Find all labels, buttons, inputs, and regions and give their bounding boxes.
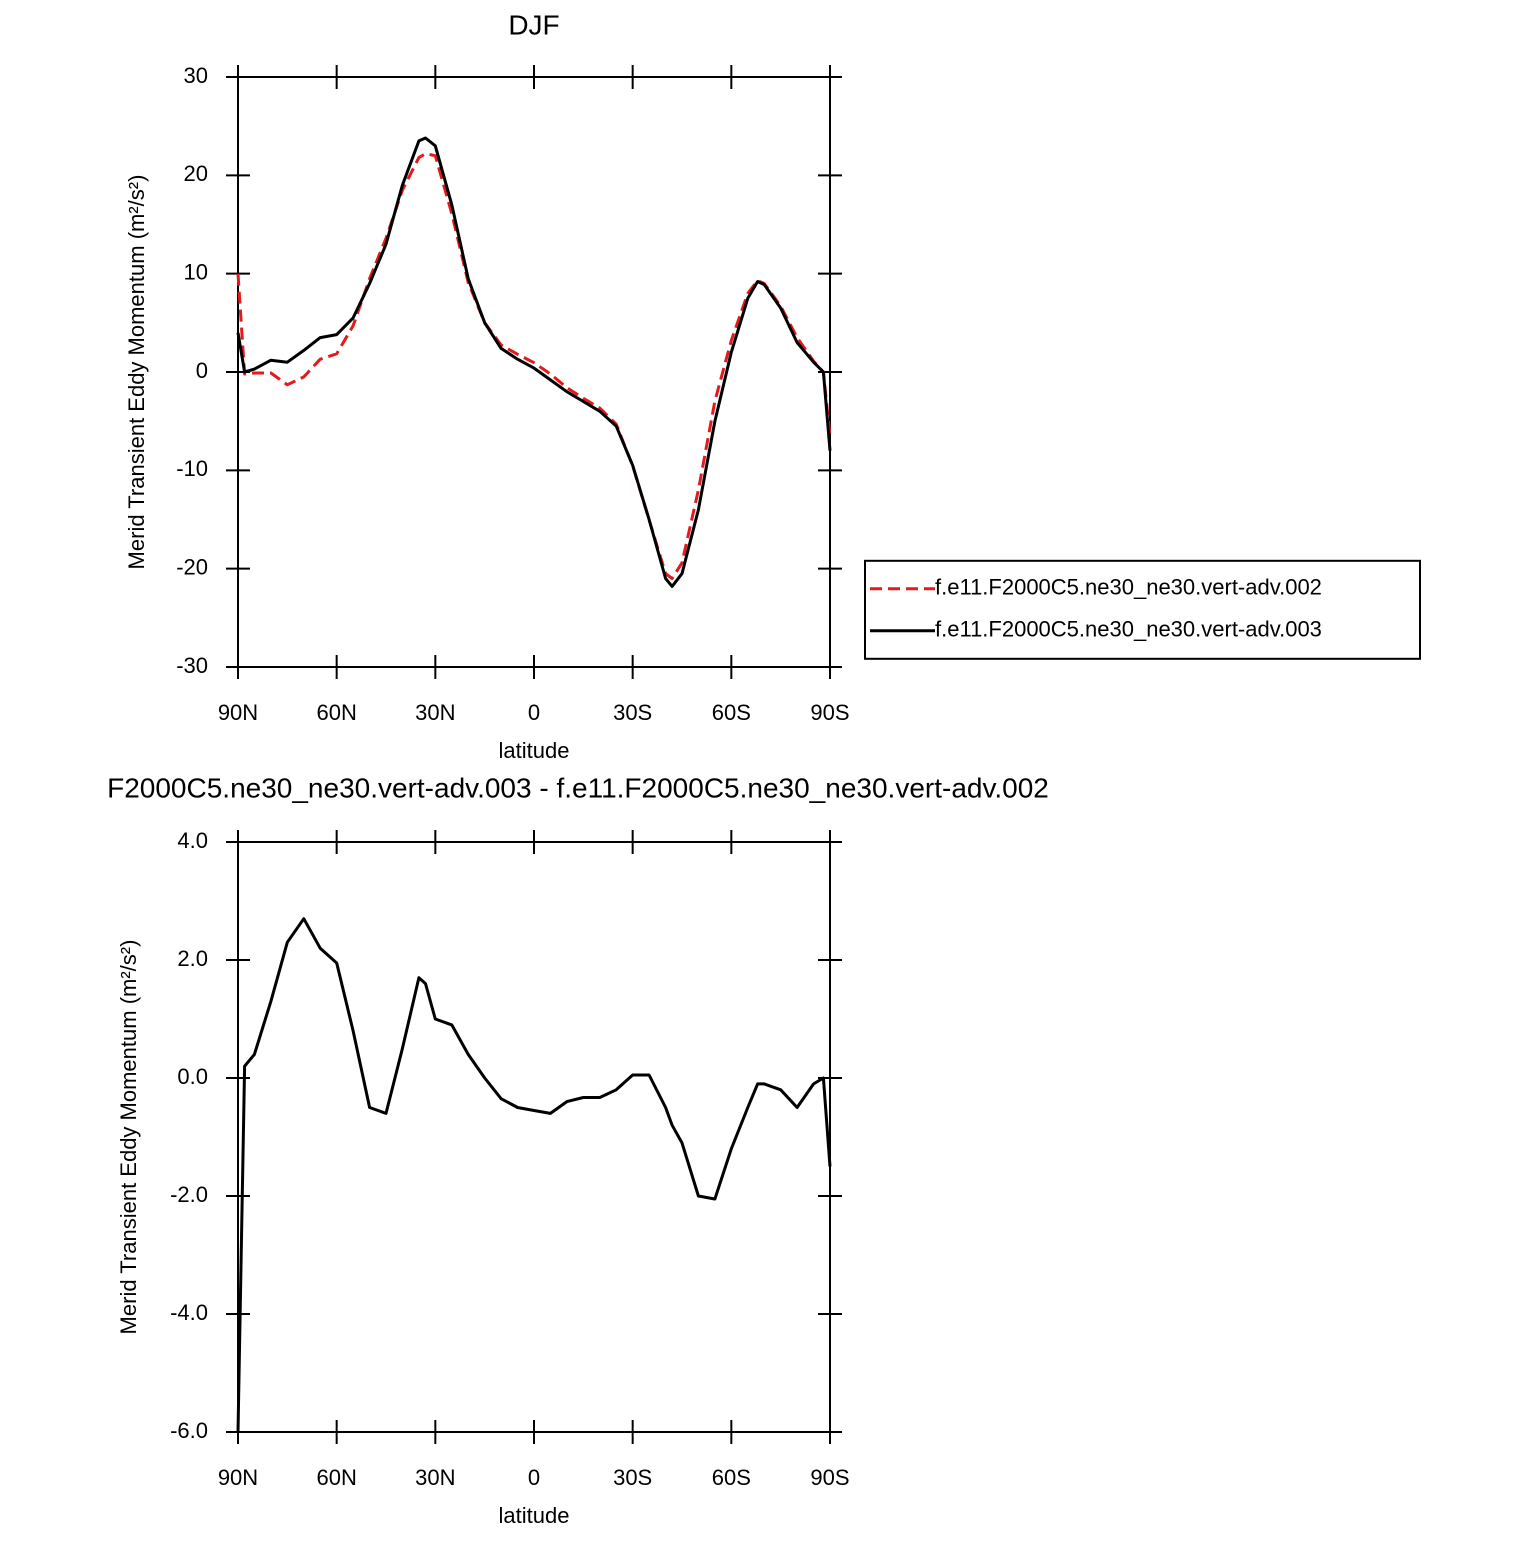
legend-label: f.e11.F2000C5.ne30_ne30.vert-adv.002 [935, 575, 1322, 600]
y-tick-label: -30 [176, 653, 208, 678]
plot-frame [237, 841, 831, 1433]
y-axis-label: Merid Transient Eddy Momentum (m²/s²) [124, 175, 149, 570]
x-tick-label: 30S [613, 1465, 652, 1490]
data-line [236, 917, 832, 1433]
x-tick-label: 60N [316, 700, 356, 725]
chart-title: DJF [508, 9, 559, 40]
y-tick-label: -6.0 [170, 1418, 208, 1443]
x-axis-label: latitude [499, 1503, 570, 1528]
legend-label: f.e11.F2000C5.ne30_ne30.vert-adv.003 [935, 617, 1322, 642]
x-tick-label: 90N [218, 700, 258, 725]
y-tick-label: 0 [196, 358, 208, 383]
x-tick-label: 60S [712, 700, 751, 725]
x-tick-label: 60S [712, 1465, 751, 1490]
x-tick-label: 90S [810, 700, 849, 725]
y-tick-label: -4.0 [170, 1300, 208, 1325]
x-tick-label: 0 [528, 1465, 540, 1490]
data-line [236, 152, 832, 580]
y-axis-label: Merid Transient Eddy Momentum (m²/s²) [116, 940, 141, 1335]
x-tick-label: 90S [810, 1465, 849, 1490]
y-tick-label: 4.0 [177, 828, 208, 853]
plot-frame [237, 76, 831, 668]
legend-box [864, 559, 1421, 660]
y-tick-label: 2.0 [177, 946, 208, 971]
x-tick-label: 0 [528, 700, 540, 725]
data-line [236, 136, 832, 588]
x-tick-label: 60N [316, 1465, 356, 1490]
x-axis-label: latitude [499, 738, 570, 763]
y-tick-label: 30 [184, 63, 208, 88]
chart-title: F2000C5.ne30_ne30.vert-adv.003 - f.e11.F… [107, 772, 1049, 803]
y-tick-label: 0.0 [177, 1064, 208, 1089]
y-tick-label: -2.0 [170, 1182, 208, 1207]
y-tick-label: -20 [176, 554, 208, 579]
x-tick-label: 90N [218, 1465, 258, 1490]
y-tick-label: 20 [184, 161, 208, 186]
y-tick-label: 10 [184, 259, 208, 284]
x-tick-label: 30N [415, 700, 455, 725]
x-tick-label: 30S [613, 700, 652, 725]
y-tick-label: -10 [176, 456, 208, 481]
x-tick-label: 30N [415, 1465, 455, 1490]
